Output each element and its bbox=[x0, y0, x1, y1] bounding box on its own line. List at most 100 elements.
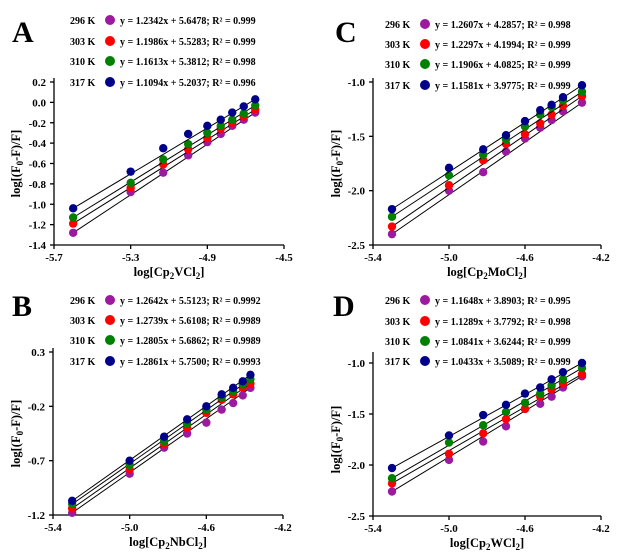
data-point bbox=[501, 400, 511, 410]
series-310k bbox=[67, 374, 255, 509]
data-point bbox=[520, 129, 530, 139]
x-axis-title: log[Cp2NbCl2] bbox=[129, 535, 207, 551]
data-point bbox=[203, 128, 212, 138]
legend-marker bbox=[420, 80, 430, 90]
panel-d: D -2.5 -2.0 -1.5 -1.0 -5.4 -5.0 -4.6 -4.2 log[Cp2… bbox=[329, 290, 610, 552]
legend-marker bbox=[420, 356, 430, 366]
legend-equation: y = 1.2607x + 4.2857; R² = 0.998 bbox=[435, 20, 571, 31]
legend-label: 310 K bbox=[385, 60, 411, 71]
data-point bbox=[558, 367, 568, 377]
data-point bbox=[216, 121, 225, 131]
y-axis-title: log[(F0-F)/F] bbox=[329, 130, 345, 198]
legend-equation: y = 1.1648x + 3.8903; R² = 0.995 bbox=[435, 296, 571, 307]
x-axis-title: log[Cp2VCl2] bbox=[134, 265, 205, 281]
panel-label: D bbox=[333, 290, 355, 323]
y-tick-label: -1.2 bbox=[28, 510, 46, 522]
y-tick-label: -0.2 bbox=[29, 118, 47, 130]
data-point bbox=[501, 422, 511, 431]
legend-equation: y = 1.1906x + 4.0825; R² = 0.999 bbox=[435, 60, 571, 71]
y-tick-label: -2.0 bbox=[348, 186, 366, 198]
data-point bbox=[238, 377, 247, 386]
data-point bbox=[217, 390, 226, 399]
series-296k bbox=[67, 383, 255, 518]
legend-label: 296 K bbox=[385, 296, 411, 307]
legend-equation: y = 1.2739x + 5.6108; R² = 0.9989 bbox=[120, 316, 261, 327]
legend-equation: y = 1.0433x + 3.5089; R² = 0.999 bbox=[435, 357, 571, 368]
x-tick-label: -4.6 bbox=[516, 523, 534, 535]
x-tick-label: -5.0 bbox=[440, 523, 458, 535]
y-tick-label: -0.7 bbox=[28, 456, 46, 468]
legend-equation: y = 1.1613x + 5.3812; R² = 0.998 bbox=[120, 57, 256, 68]
x-tick-label: -4.9 bbox=[199, 252, 217, 264]
x-tick-label: -4.6 bbox=[198, 522, 216, 534]
legend-label: 317 K bbox=[70, 78, 96, 89]
panel-a: A -1.4 -1.2 -1.0 -0.8 -0.6 -0.4 -0.2 0.0 0.2 -5.7 -… bbox=[9, 15, 293, 281]
data-point bbox=[159, 432, 169, 441]
y-tick-label: -0.2 bbox=[28, 401, 46, 413]
data-point bbox=[387, 487, 397, 496]
data-point bbox=[558, 375, 568, 384]
data-point bbox=[479, 167, 488, 177]
series-317k bbox=[387, 81, 587, 214]
data-point bbox=[239, 109, 248, 118]
data-point bbox=[520, 389, 530, 398]
legend-equation: y = 1.1094x + 5.2037; R² = 0.996 bbox=[120, 78, 256, 89]
data-point bbox=[68, 219, 78, 228]
legend-marker bbox=[105, 356, 115, 366]
data-point bbox=[479, 421, 488, 430]
panel-label: C bbox=[335, 16, 357, 49]
x-tick-label: -4.5 bbox=[275, 252, 293, 264]
y-tick-label: 0.2 bbox=[32, 77, 46, 89]
legend-marker bbox=[105, 295, 115, 305]
data-point bbox=[577, 87, 587, 96]
data-point bbox=[444, 181, 454, 190]
legend-equation: y = 1.1986x + 5.5283; R² = 0.999 bbox=[120, 37, 256, 48]
data-point bbox=[203, 121, 212, 131]
legend-equation: y = 1.2805x + 5.6862; R² = 0.9989 bbox=[120, 336, 261, 347]
legend-equation: y = 1.2642x + 5.5123; R² = 0.9992 bbox=[120, 296, 261, 307]
panel-b: B -1.2 -0.7 -0.2 0.3 -5.4 -5.0 -4.6 -4.2 log[Cp2N… bbox=[9, 290, 292, 551]
data-point bbox=[479, 145, 488, 154]
data-point bbox=[547, 375, 556, 384]
y-tick-label: -0.4 bbox=[29, 138, 47, 150]
data-point bbox=[125, 456, 134, 465]
data-point bbox=[479, 429, 488, 438]
legend-label: 303 K bbox=[385, 317, 411, 328]
data-point bbox=[479, 410, 488, 420]
series-310k bbox=[387, 87, 587, 221]
data-point bbox=[387, 474, 397, 483]
fit-line bbox=[391, 102, 583, 235]
y-axis-title: log[(F0-F)/F] bbox=[329, 406, 345, 474]
x-tick-label: -5.3 bbox=[122, 252, 140, 264]
series-310k bbox=[68, 101, 260, 222]
y-tick-label: -1.0 bbox=[348, 77, 366, 89]
y-tick-label: 0.3 bbox=[31, 347, 45, 359]
x-tick-label: -4.6 bbox=[516, 252, 534, 264]
legend-label: 317 K bbox=[70, 357, 96, 368]
data-point bbox=[577, 98, 587, 107]
data-point bbox=[501, 131, 511, 140]
data-point bbox=[228, 398, 238, 408]
legend-marker bbox=[105, 36, 115, 46]
data-point bbox=[216, 115, 225, 124]
data-point bbox=[547, 381, 556, 390]
y-tick-label: -2.5 bbox=[348, 240, 366, 252]
x-axis-title: log[Cp2WCl2] bbox=[450, 536, 524, 552]
data-point bbox=[387, 222, 397, 231]
x-tick-label: -4.2 bbox=[592, 252, 610, 264]
legend-label: 317 K bbox=[385, 357, 411, 368]
data-point bbox=[577, 358, 587, 368]
data-point bbox=[67, 496, 77, 506]
y-tick-label: -2.0 bbox=[348, 460, 366, 472]
y-tick-label: -0.6 bbox=[29, 159, 47, 171]
data-point bbox=[520, 398, 530, 407]
data-point bbox=[159, 144, 168, 153]
data-point bbox=[444, 431, 454, 440]
legend-label: 310 K bbox=[70, 336, 96, 347]
data-point bbox=[68, 204, 78, 213]
y-tick-label: -1.0 bbox=[348, 358, 366, 370]
data-point bbox=[558, 93, 568, 102]
series-296k bbox=[387, 98, 587, 239]
panel-label: B bbox=[12, 290, 32, 323]
data-point bbox=[126, 167, 135, 176]
